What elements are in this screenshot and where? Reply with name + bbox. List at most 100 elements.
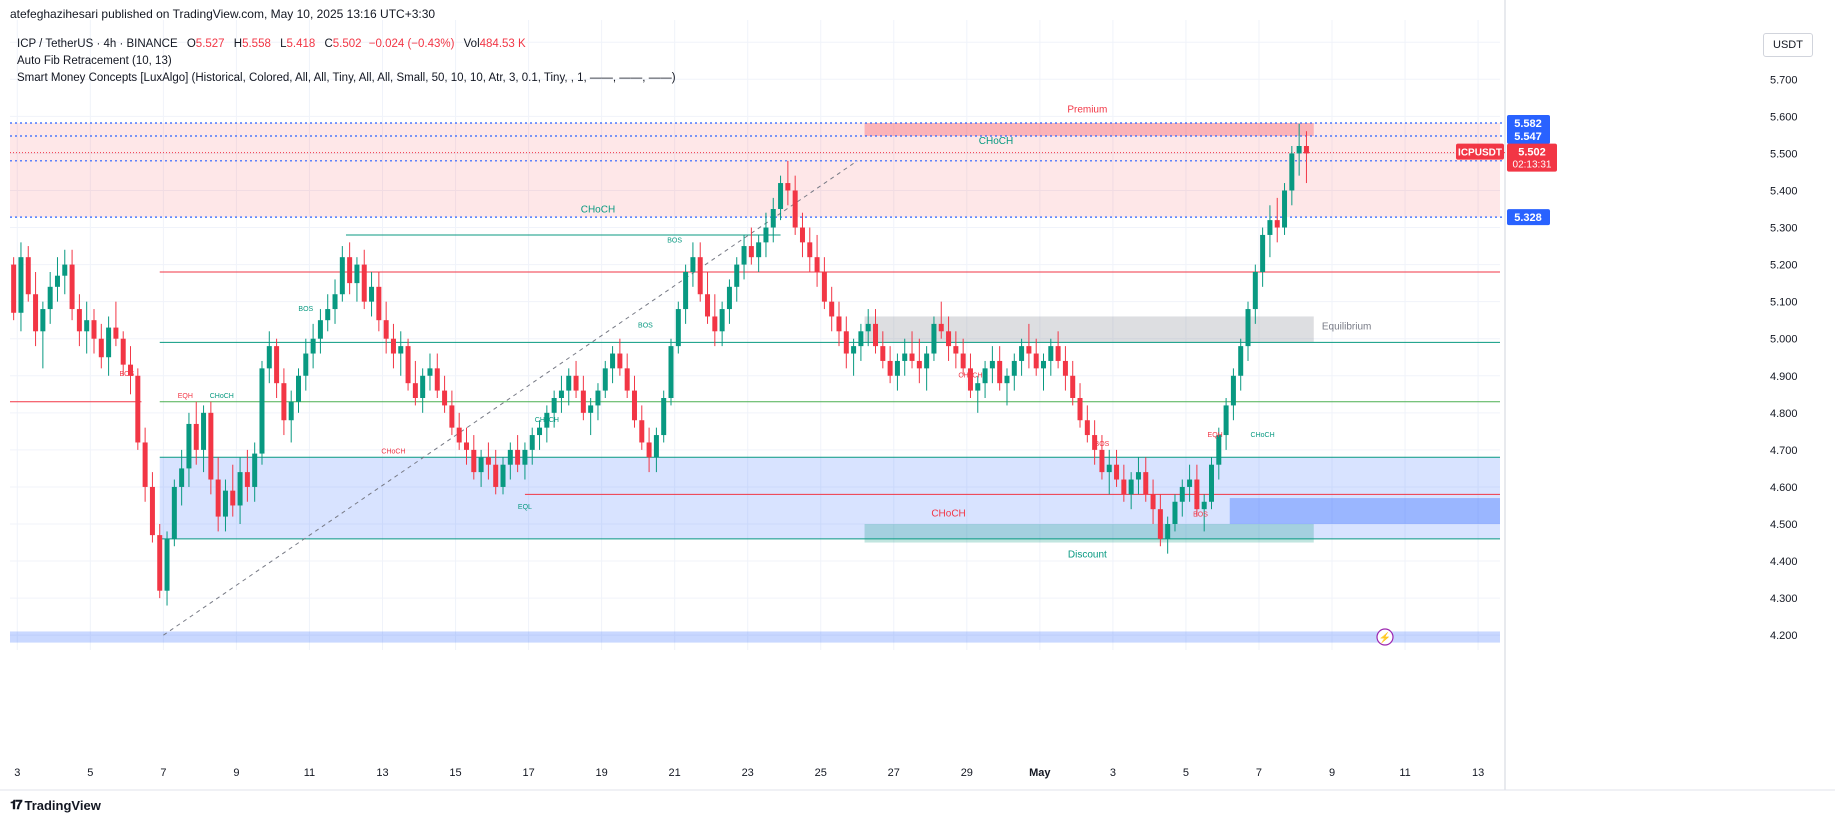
candle-body xyxy=(814,257,820,272)
candle-body xyxy=(106,327,112,358)
smc-label: BOS xyxy=(119,371,134,378)
candle-body xyxy=(1099,449,1105,473)
candle-body xyxy=(778,183,784,209)
candle-body xyxy=(1041,360,1047,369)
price-tag-label: 5.582 xyxy=(1514,118,1542,130)
candle-body xyxy=(1062,360,1068,376)
candle-body xyxy=(873,323,879,347)
smc-label: CHoCH xyxy=(381,449,405,456)
discount-zone xyxy=(864,524,1314,543)
x-tick-label: 11 xyxy=(304,767,315,779)
price-tag xyxy=(1507,209,1550,226)
candle-body xyxy=(1048,346,1054,361)
bottom-zone xyxy=(10,631,1500,643)
y-tick-label: 4.400 xyxy=(1770,556,1798,568)
structure-lines xyxy=(10,122,1505,636)
smc-label: BOS xyxy=(298,306,313,313)
candle-body xyxy=(916,360,922,369)
smc-label: BOS xyxy=(638,323,653,330)
candle-body xyxy=(529,435,535,450)
candle-body xyxy=(989,360,995,369)
candle-body xyxy=(522,449,528,465)
candle-body xyxy=(113,327,119,339)
candle-body xyxy=(748,246,754,258)
x-tick-label: 25 xyxy=(815,767,827,779)
candle-body xyxy=(573,375,579,391)
chart-legend: ICP / TetherUS · 4h · BINANCE O5.527 H5.… xyxy=(17,36,676,87)
price-tag xyxy=(1507,115,1550,132)
candle-body xyxy=(675,309,681,347)
candle-body xyxy=(902,353,908,361)
candle-body xyxy=(222,490,228,517)
candle-body xyxy=(610,353,616,369)
candle-body xyxy=(558,390,564,398)
candle-body xyxy=(909,353,915,361)
candle-body xyxy=(354,264,360,284)
candle-body xyxy=(1019,346,1025,361)
candle-body xyxy=(719,309,725,332)
candle-body xyxy=(865,323,871,332)
candle-body xyxy=(201,412,207,450)
candle-body xyxy=(1172,501,1178,524)
candle-body xyxy=(836,316,842,332)
candle-body xyxy=(1274,220,1280,228)
candle-body xyxy=(1114,464,1120,480)
x-tick-label: 5 xyxy=(87,767,93,779)
indicator-fib[interactable]: Auto Fib Retracement (10, 13) xyxy=(17,55,172,67)
candle-body xyxy=(1289,153,1295,191)
last-price-label: 5.502 xyxy=(1518,147,1546,159)
candle-body xyxy=(1260,234,1266,272)
candle-body xyxy=(1121,479,1127,495)
candle-body xyxy=(924,353,930,369)
change-value: −0.024 (−0.43%) xyxy=(368,38,455,50)
brand-name: TradingView xyxy=(24,797,101,813)
candle-body xyxy=(18,257,24,313)
candle-body xyxy=(98,338,104,358)
candle-body xyxy=(471,449,477,473)
candle-body xyxy=(244,472,250,487)
tradingview-logo-icon: 𝟏𝟕 xyxy=(10,797,23,812)
demand-zone xyxy=(159,457,1501,539)
candle-body xyxy=(230,490,236,506)
candle-body xyxy=(1303,146,1309,154)
candle-body xyxy=(427,368,433,376)
smc-label: CHoCH xyxy=(210,393,234,400)
candle-body xyxy=(1106,464,1112,473)
candle-body xyxy=(624,368,630,391)
x-tick-label: 11 xyxy=(1399,767,1410,779)
candle-body xyxy=(164,538,170,591)
candle-body xyxy=(763,227,769,243)
candle-body xyxy=(894,360,900,376)
smc-label: EQL xyxy=(518,504,532,511)
candle-body xyxy=(807,242,813,258)
candle-body xyxy=(1157,509,1163,539)
candle-body xyxy=(25,257,31,295)
candle-body xyxy=(617,353,623,369)
candle-body xyxy=(449,405,455,428)
candle-body xyxy=(1165,524,1171,539)
candle-body xyxy=(668,346,674,398)
zone-label: Equilibrium xyxy=(1322,321,1371,332)
candle-body xyxy=(1179,486,1185,502)
candle-body xyxy=(11,264,17,313)
candle-body xyxy=(463,442,469,450)
candle-body xyxy=(515,449,521,465)
annotations: Premium Equilibrium Discount CHoCH CHoCH CHoC… xyxy=(119,105,1394,646)
tradingview-logo[interactable]: 𝟏𝟕 TradingView xyxy=(10,797,101,813)
x-tick-label: 29 xyxy=(961,767,973,779)
candle-body xyxy=(376,286,382,321)
candle-body xyxy=(887,360,893,376)
indicator-smc[interactable]: Smart Money Concepts [LuxAlgo] (Historic… xyxy=(17,72,676,84)
candle-body xyxy=(420,375,426,398)
candle-body xyxy=(259,368,265,454)
publisher-line: atefeghazihesari published on TradingVie… xyxy=(10,7,436,21)
currency-selector[interactable]: USDT xyxy=(1763,33,1813,57)
candle-body xyxy=(1026,346,1032,354)
candle-body xyxy=(186,423,192,469)
candle-body xyxy=(478,457,484,473)
y-tick-label: 4.500 xyxy=(1770,519,1798,531)
candle-body xyxy=(821,272,827,302)
candle-body xyxy=(208,412,214,480)
candle-body xyxy=(946,331,952,347)
